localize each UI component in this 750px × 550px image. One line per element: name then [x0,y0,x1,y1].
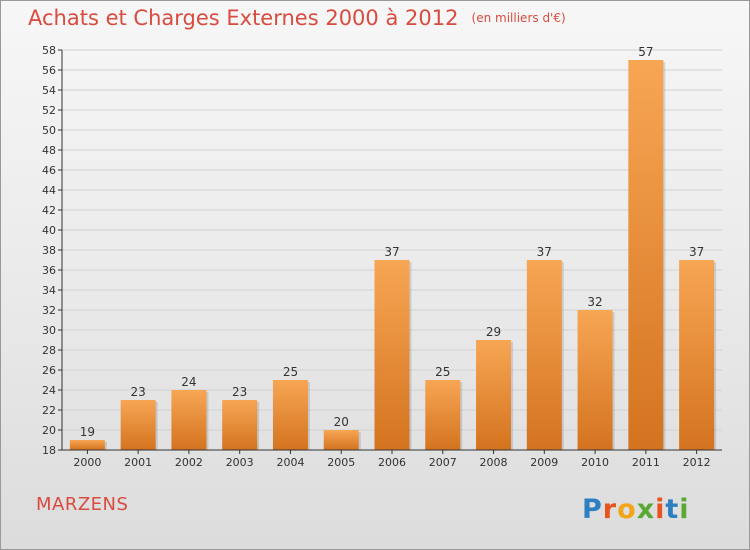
y-tick-label: 24 [42,384,56,397]
x-tick-label: 2007 [429,456,457,469]
bar [374,260,410,450]
labels: 18 20 22 24 26 28 30 32 34 36 38 40 42 44 46 48 50 52 54 56… [42,44,711,469]
y-tick-label: 38 [42,244,56,257]
x-tick-label: 2006 [378,456,406,469]
x-tick-label: 2008 [480,456,508,469]
x-tick-label: 2000 [73,456,101,469]
y-tick-label: 28 [42,344,56,357]
logo-letter: x [637,494,655,525]
logo-letter: P [582,494,603,525]
bar [476,340,512,450]
y-tick-label: 46 [42,164,56,177]
bar [526,260,562,450]
y-tick-label: 58 [42,44,56,57]
bar [628,60,664,450]
logo-letter: r [603,494,617,525]
bar [272,380,308,450]
bar [679,260,715,450]
svg-text:Proxiti: Proxiti [582,494,690,525]
y-tick-label: 48 [42,144,56,157]
data-label: 19 [80,425,95,439]
data-label: 24 [181,375,196,389]
x-tick-label: 2009 [530,456,558,469]
y-tick-label: 22 [42,404,56,417]
y-tick-label: 50 [42,124,56,137]
x-tick-label: 2010 [581,456,609,469]
x-tick-label: 2003 [226,456,254,469]
proxiti-logo-graphic: Proxiti [582,494,690,525]
commune-name: MARZENS [36,494,129,515]
data-label: 23 [131,385,146,399]
axes [58,49,722,454]
logo-letter: i [679,494,689,525]
y-tick-label: 26 [42,364,56,377]
data-label: 57 [638,45,653,59]
data-label: 37 [689,245,704,259]
data-label: 37 [384,245,399,259]
y-tick-label: 44 [42,184,56,197]
bar [425,380,461,450]
y-tick-label: 32 [42,304,56,317]
proxiti-logo: Proxiti [578,488,698,528]
bar [120,400,156,450]
bar [222,400,258,450]
y-tick-label: 34 [42,284,56,297]
x-tick-label: 2011 [632,456,660,469]
x-tick-label: 2004 [276,456,304,469]
data-label: 23 [232,385,247,399]
y-tick-label: 42 [42,204,56,217]
chart-title: Achats et Charges Externes 2000 à 2012 [28,6,459,30]
bar [171,390,207,450]
data-label: 25 [435,365,450,379]
y-tick-label: 56 [42,64,56,77]
data-label: 37 [537,245,552,259]
y-tick-label: 30 [42,324,56,337]
bars [69,60,717,450]
x-tick-label: 2001 [124,456,152,469]
bar [577,310,613,450]
logo-letter: o [617,494,637,525]
data-label: 20 [334,415,349,429]
x-tick-label: 2005 [327,456,355,469]
x-tick-label: 2012 [683,456,711,469]
y-tick-label: 54 [42,84,56,97]
x-tick-label: 2002 [175,456,203,469]
data-label: 32 [587,295,602,309]
y-tick-label: 52 [42,104,56,117]
data-label: 29 [486,325,501,339]
data-label: 25 [283,365,298,379]
bar [323,430,359,450]
y-tick-label: 40 [42,224,56,237]
logo-letter: t [665,494,679,525]
chart-title-block: Achats et Charges Externes 2000 à 2012 (… [28,6,566,30]
y-tick-label: 20 [42,424,56,437]
logo-letter: i [655,494,665,525]
y-tick-label: 36 [42,264,56,277]
y-tick-label: 18 [42,444,56,457]
unit-note: (en milliers d'€) [471,11,566,25]
bar [69,440,105,450]
